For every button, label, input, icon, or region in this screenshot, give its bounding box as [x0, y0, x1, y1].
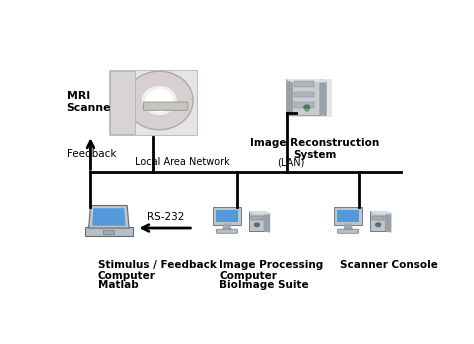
- Ellipse shape: [141, 85, 177, 116]
- FancyBboxPatch shape: [103, 230, 114, 235]
- Circle shape: [376, 223, 381, 227]
- Polygon shape: [89, 205, 129, 228]
- Ellipse shape: [146, 89, 173, 112]
- Polygon shape: [250, 212, 270, 214]
- Text: Feedback: Feedback: [66, 149, 116, 159]
- FancyBboxPatch shape: [337, 229, 359, 233]
- FancyBboxPatch shape: [249, 211, 265, 231]
- FancyBboxPatch shape: [286, 79, 321, 115]
- Text: (LAN): (LAN): [277, 157, 304, 167]
- FancyBboxPatch shape: [370, 211, 386, 231]
- Text: BioImage Suite: BioImage Suite: [219, 280, 309, 290]
- Ellipse shape: [126, 71, 193, 130]
- FancyBboxPatch shape: [334, 207, 362, 225]
- FancyBboxPatch shape: [143, 102, 188, 110]
- FancyBboxPatch shape: [109, 70, 197, 135]
- FancyBboxPatch shape: [110, 71, 135, 134]
- Text: Stimulus / Feedback
Computer: Stimulus / Feedback Computer: [98, 260, 217, 281]
- Circle shape: [255, 223, 259, 227]
- Text: RS-232: RS-232: [147, 212, 184, 222]
- Polygon shape: [92, 208, 126, 226]
- FancyBboxPatch shape: [84, 227, 133, 236]
- Polygon shape: [264, 212, 270, 232]
- Polygon shape: [223, 224, 231, 230]
- FancyBboxPatch shape: [251, 216, 263, 221]
- Polygon shape: [371, 212, 391, 214]
- FancyBboxPatch shape: [372, 216, 384, 221]
- Polygon shape: [344, 224, 352, 230]
- FancyBboxPatch shape: [216, 210, 238, 223]
- FancyBboxPatch shape: [294, 103, 314, 108]
- FancyBboxPatch shape: [294, 92, 314, 97]
- FancyBboxPatch shape: [290, 79, 332, 117]
- Text: Matlab: Matlab: [98, 280, 138, 290]
- Text: Image Reconstruction
System: Image Reconstruction System: [250, 138, 379, 160]
- Text: MRI
Scanner: MRI Scanner: [66, 92, 117, 113]
- FancyBboxPatch shape: [213, 207, 241, 225]
- Text: Local Area Network: Local Area Network: [135, 157, 230, 167]
- FancyBboxPatch shape: [217, 229, 237, 233]
- Text: Scanner Console: Scanner Console: [340, 260, 438, 270]
- FancyBboxPatch shape: [294, 81, 314, 87]
- Circle shape: [305, 109, 308, 111]
- FancyBboxPatch shape: [337, 210, 359, 223]
- Circle shape: [304, 105, 310, 109]
- Polygon shape: [385, 212, 391, 232]
- Text: Image Processing
Computer: Image Processing Computer: [219, 260, 323, 281]
- Polygon shape: [287, 80, 326, 82]
- FancyBboxPatch shape: [287, 79, 293, 115]
- Polygon shape: [320, 80, 326, 116]
